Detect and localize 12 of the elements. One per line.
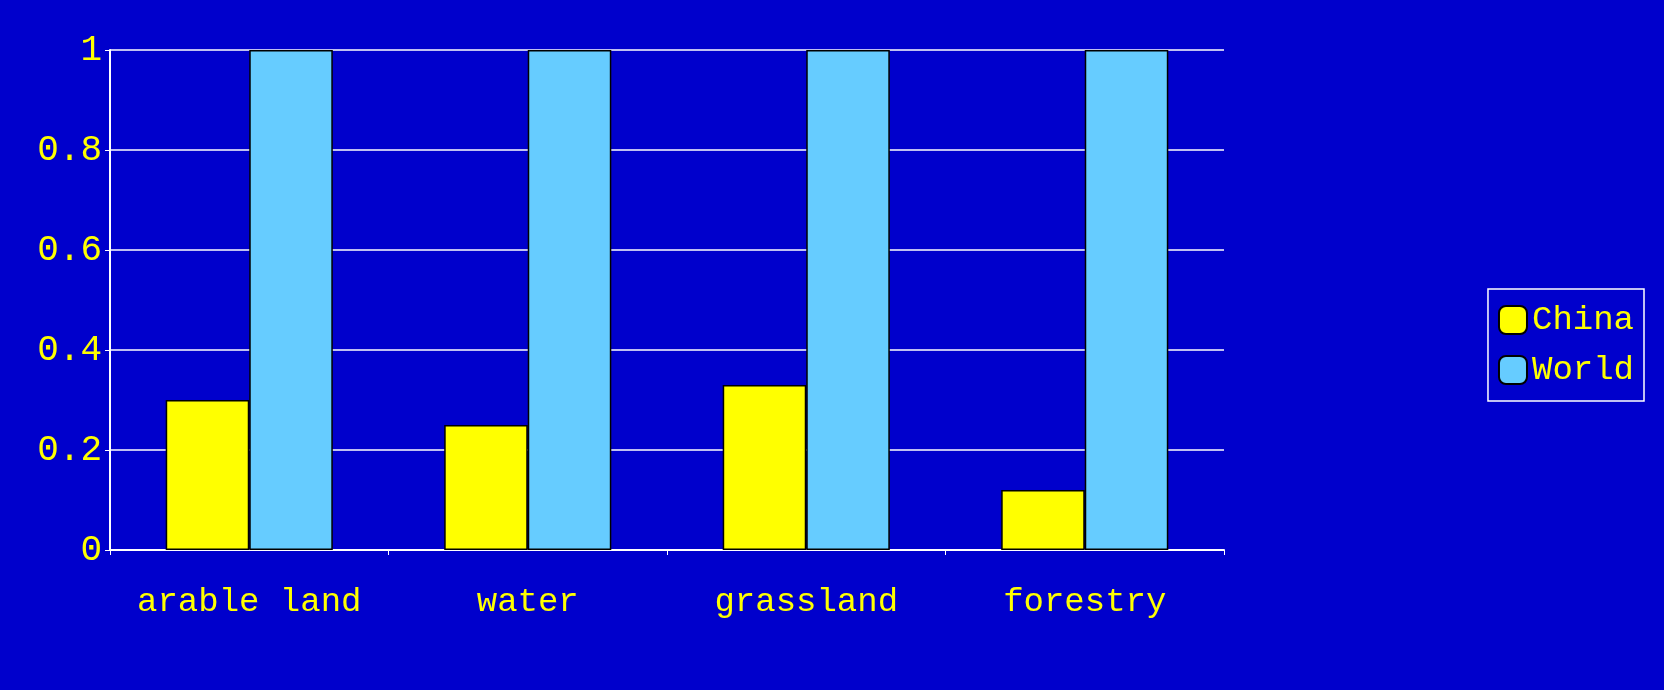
y-tick-label: 0.4 bbox=[37, 329, 102, 371]
x-tick-label: water bbox=[476, 583, 579, 621]
y-tick-label: 0 bbox=[80, 529, 102, 571]
legend-label: World bbox=[1531, 351, 1635, 389]
y-tick-label: 1 bbox=[80, 29, 102, 71]
y-tick-label: 0.2 bbox=[37, 429, 102, 471]
y-tick-label: 0.8 bbox=[37, 129, 102, 171]
x-tick-label: forestry bbox=[1003, 583, 1167, 621]
x-tick-label: grassland bbox=[714, 583, 899, 621]
x-tick-label: arable land bbox=[137, 583, 362, 621]
y-tick-label: 0.6 bbox=[37, 229, 102, 271]
legend-label: China bbox=[1531, 301, 1635, 339]
